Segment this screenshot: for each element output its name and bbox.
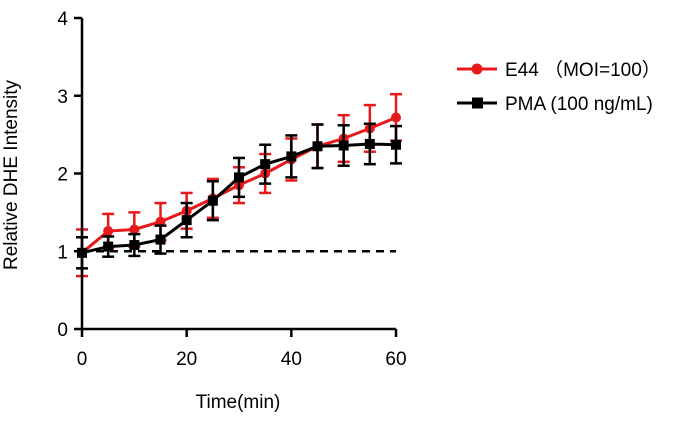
data-point	[338, 140, 349, 151]
y-tick-label: 1	[57, 242, 68, 263]
data-point	[312, 141, 323, 152]
y-tick-label: 4	[57, 9, 68, 30]
series-1	[76, 122, 402, 270]
x-axis-title: Time(min)	[196, 392, 281, 413]
data-point	[207, 195, 218, 206]
legend-marker	[472, 97, 483, 109]
data-point	[155, 216, 166, 227]
legend-label: PMA (100 ng/mL)	[505, 94, 653, 115]
legend: E44 （MOI=100） PMA (100 ng/mL)	[457, 59, 661, 115]
data-point	[234, 172, 244, 183]
x-tick-label: 20	[176, 349, 197, 370]
data-point	[286, 151, 297, 162]
y-axis-title: Relative DHE Intensity	[1, 79, 22, 270]
data-point	[103, 226, 114, 237]
x-tick-label: 0	[77, 349, 88, 370]
plot-area	[76, 92, 402, 278]
legend-item-0: E44 （MOI=100）	[457, 59, 661, 81]
x-tick-label: 60	[385, 349, 406, 370]
legend-item-1: PMA (100 ng/mL)	[457, 94, 653, 115]
y-tick-label: 3	[57, 87, 68, 108]
data-point	[129, 224, 140, 235]
legend-marker	[471, 63, 483, 75]
data-point	[103, 241, 114, 252]
data-point	[260, 159, 271, 170]
data-point	[391, 139, 401, 150]
data-point	[129, 240, 140, 251]
data-point	[364, 138, 375, 149]
data-point	[181, 215, 192, 226]
data-point	[155, 234, 166, 245]
data-point	[391, 112, 401, 123]
y-tick-label: 2	[57, 165, 68, 186]
y-tick-label: 0	[57, 320, 68, 341]
legend-label: E44 （MOI=100）	[505, 59, 661, 81]
x-tick-label: 40	[281, 349, 302, 370]
